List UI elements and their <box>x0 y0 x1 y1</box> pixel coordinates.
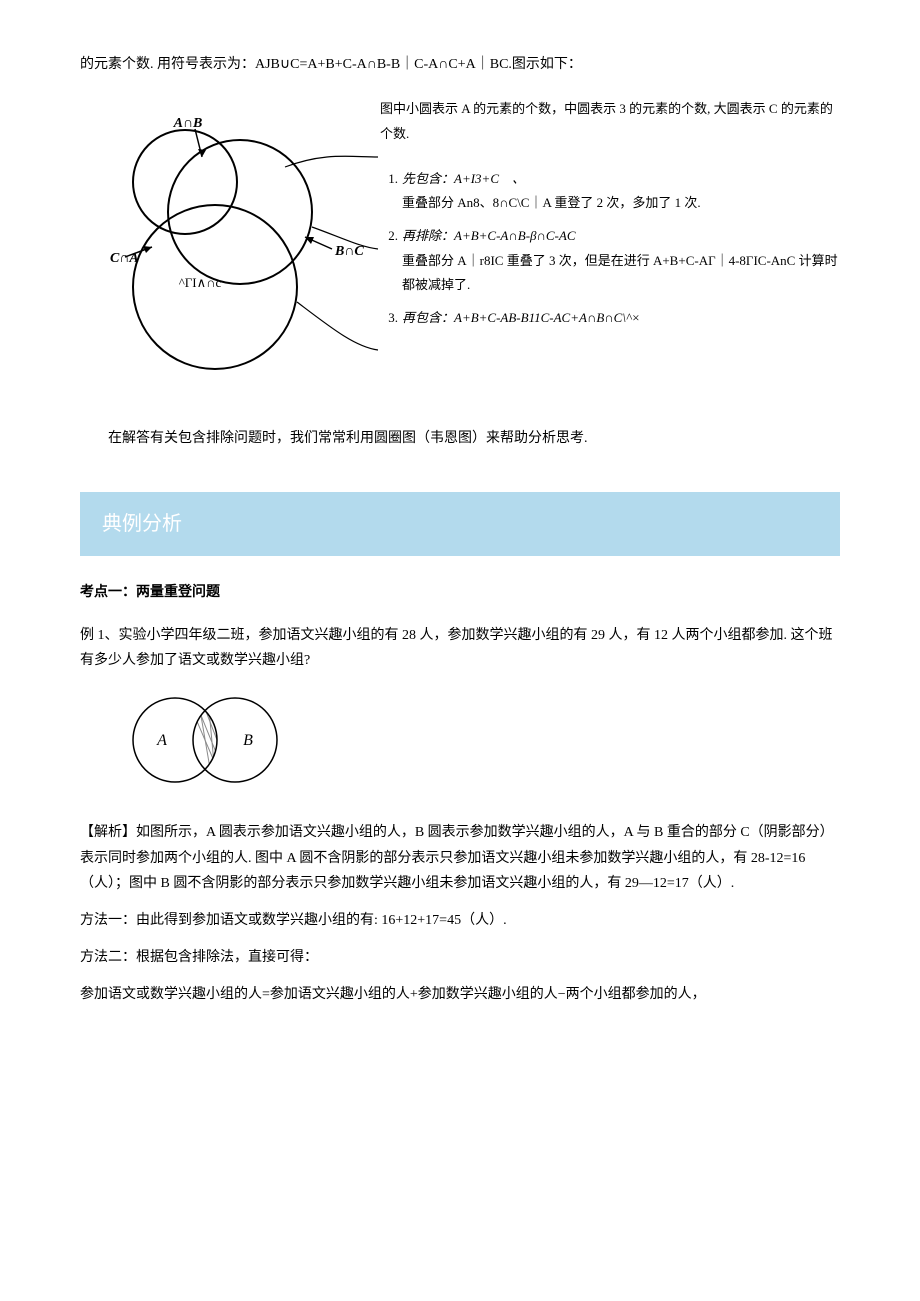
annotation-line: 再包含：A+B+C-AB-B11C-AC+A∩B∩C\^× <box>402 306 840 331</box>
venn2-diagram: A B <box>120 685 840 804</box>
after-diagram-text: 在解答有关包含排除问题时，我们常常利用圆圈图（韦恩图）来帮助分析思考. <box>80 426 840 451</box>
annotation-top: 图中小圆表示 A 的元素的个数，中圆表示 3 的元素的个数, 大圆表示 C 的元… <box>380 97 840 146</box>
analysis-paragraph: 【解析】如图所示，A 圆表示参加语文兴趣小组的人，B 圆表示参加数学兴趣小组的人… <box>80 820 840 896</box>
annotation-item: 3. 再包含：A+B+C-AB-B11C-AC+A∩B∩C\^× <box>380 306 840 331</box>
method-one: 方法一：由此得到参加语文或数学兴趣小组的有: 16+12+17=45（人）. <box>80 908 840 933</box>
annotation-number: 1. <box>380 167 398 216</box>
section-banner: 典例分析 <box>80 492 840 556</box>
annotation-line: 重叠部分 An8、8∩C\C｜A 重登了 2 次，多加了 1 次. <box>402 191 840 216</box>
three-set-diagram-row: A∩B C∩A B∩C ^ΓI∧∩c 图中小圆表示 A 的元素的个数，中圆表示 … <box>80 97 840 396</box>
svg-text:B: B <box>243 732 253 749</box>
method-two-a: 方法二：根据包含排除法，直接可得： <box>80 945 840 970</box>
svg-text:B∩C: B∩C <box>334 244 364 259</box>
annotation-line: 再排除：A+B+C-A∩B-β∩C-AC <box>402 224 840 249</box>
annotation-line: 先包含：A+I3+C 、 <box>402 167 840 192</box>
annotation-number: 2. <box>380 224 398 298</box>
annotation-list: 1. 先包含：A+I3+C 、 重叠部分 An8、8∩C\C｜A 重登了 2 次… <box>380 167 840 331</box>
annotation-column: 图中小圆表示 A 的元素的个数，中圆表示 3 的元素的个数, 大圆表示 C 的元… <box>380 97 840 339</box>
method-two-b: 参加语文或数学兴趣小组的人=参加语文兴趣小组的人+参加数学兴趣小组的人−两个小组… <box>80 982 840 1007</box>
svg-text:A: A <box>156 732 167 749</box>
venn3-diagram: A∩B C∩A B∩C ^ΓI∧∩c <box>80 97 380 396</box>
annotation-number: 3. <box>380 306 398 331</box>
svg-text:A∩B: A∩B <box>173 116 203 131</box>
annotation-item: 1. 先包含：A+I3+C 、 重叠部分 An8、8∩C\C｜A 重登了 2 次… <box>380 167 840 216</box>
annotation-line: 重叠部分 A｜r8IC 重叠了 3 次，但是在进行 A+B+C-AΓ｜4-8ΓI… <box>402 249 840 298</box>
top-sentence: 的元素个数. 用符号表示为：AJB∪C=A+B+C-A∩B-B｜C-A∩C+A｜… <box>80 52 840 77</box>
example-question: 例 1、实验小学四年级二班，参加语文兴趣小组的有 28 人，参加数学兴趣小组的有… <box>80 623 840 673</box>
topic-title: 考点一：两量重登问题 <box>80 580 840 605</box>
annotation-item: 2. 再排除：A+B+C-A∩B-β∩C-AC 重叠部分 A｜r8IC 重叠了 … <box>380 224 840 298</box>
svg-text:^ΓI∧∩c: ^ΓI∧∩c <box>179 275 222 290</box>
